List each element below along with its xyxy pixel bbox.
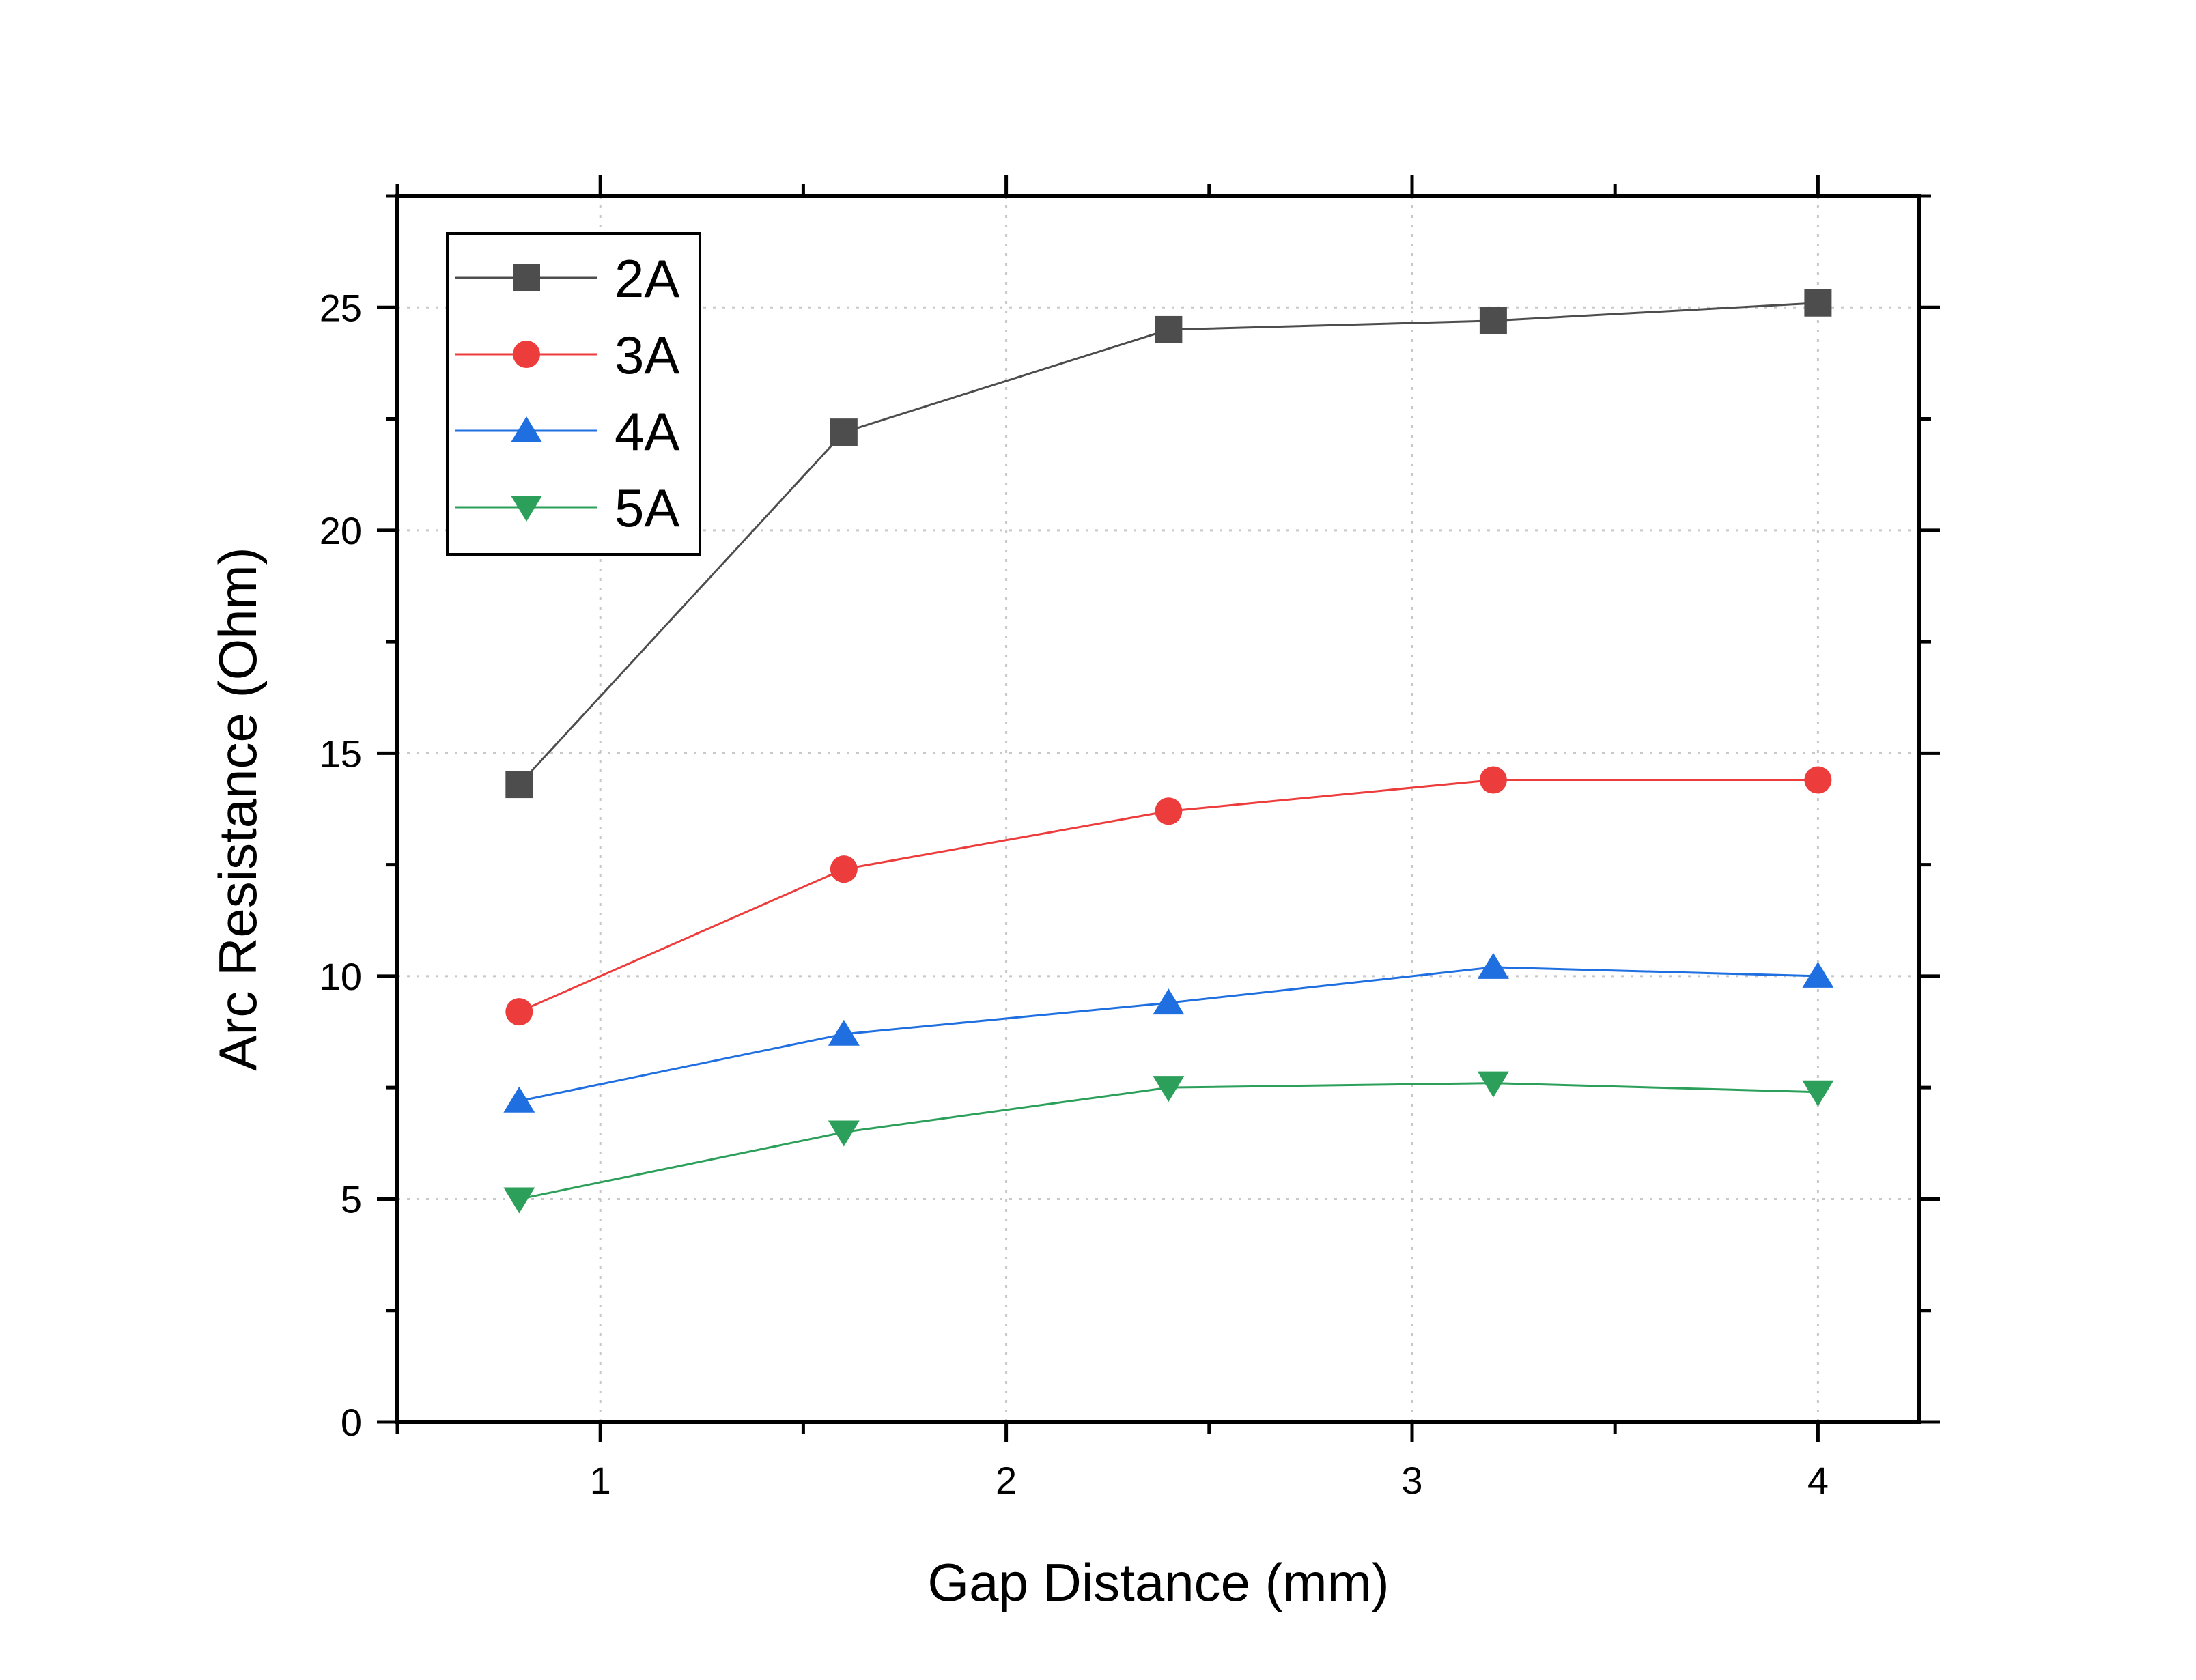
legend-marker-5A [511, 496, 542, 522]
legend: 2A 3A 4A 5A [446, 232, 701, 556]
data-point-3A-0 [505, 998, 533, 1026]
data-point-2A-1 [830, 418, 858, 446]
x-tick-label-3: 4 [1807, 1459, 1829, 1502]
data-point-5A-3 [1477, 1071, 1509, 1098]
legend-label-3A: 3A [615, 325, 679, 385]
data-point-4A-1 [828, 1019, 860, 1046]
y-axis-title: Arc Resistance (Ohm) [208, 547, 268, 1070]
series-layer [503, 289, 1834, 1214]
plot-area-frame [395, 194, 1922, 1424]
data-point-3A-4 [1804, 766, 1832, 794]
y-tick-label-1: 5 [341, 1178, 362, 1221]
legend-label-2A: 2A [615, 248, 679, 309]
legend-marker-4A [511, 416, 542, 442]
y-tick-label-3: 15 [320, 732, 362, 775]
data-point-5A-0 [503, 1187, 535, 1214]
series-3A [505, 766, 1832, 1026]
legend-entry-2A: 2A [455, 248, 679, 309]
tick-labels: 1 2 3 4 0 5 10 15 20 25 [320, 286, 1829, 1502]
data-point-2A-3 [1479, 307, 1507, 334]
x-tick-label-0: 1 [590, 1459, 611, 1502]
y-tick-label-4: 20 [320, 509, 362, 552]
data-point-5A-2 [1153, 1076, 1185, 1102]
legend-marker-3A [513, 341, 540, 368]
x-axis-title: Gap Distance (mm) [927, 1552, 1389, 1612]
data-point-3A-2 [1155, 797, 1183, 825]
legend-entry-5A: 5A [455, 478, 679, 538]
y-tick-label-2: 10 [320, 955, 362, 998]
data-point-5A-1 [828, 1120, 860, 1147]
legend-label-5A: 5A [615, 478, 679, 538]
data-point-2A-2 [1155, 315, 1183, 343]
series-4A [503, 952, 1834, 1113]
data-point-4A-0 [503, 1086, 535, 1113]
y-tick-label-0: 0 [341, 1401, 362, 1444]
legend-entry-4A: 4A [455, 401, 679, 461]
axis-ticks [377, 175, 1940, 1442]
series-2A [505, 289, 1832, 799]
legend-label-4A: 4A [615, 401, 679, 461]
y-tick-label-5: 25 [320, 286, 362, 329]
data-point-4A-2 [1153, 988, 1185, 1015]
data-point-3A-3 [1479, 766, 1507, 794]
x-tick-label-2: 3 [1401, 1459, 1422, 1502]
data-point-2A-0 [505, 771, 533, 799]
legend-marker-2A [513, 264, 540, 291]
data-point-3A-1 [830, 855, 858, 883]
data-point-2A-4 [1804, 289, 1832, 317]
data-point-5A-4 [1802, 1080, 1834, 1107]
grid-lines [397, 196, 1919, 1422]
legend-entry-3A: 3A [455, 325, 679, 385]
x-tick-label-1: 2 [996, 1459, 1017, 1502]
legend-box [446, 232, 701, 556]
data-point-4A-3 [1477, 952, 1509, 979]
data-point-4A-4 [1802, 961, 1834, 988]
series-5A [503, 1071, 1834, 1214]
